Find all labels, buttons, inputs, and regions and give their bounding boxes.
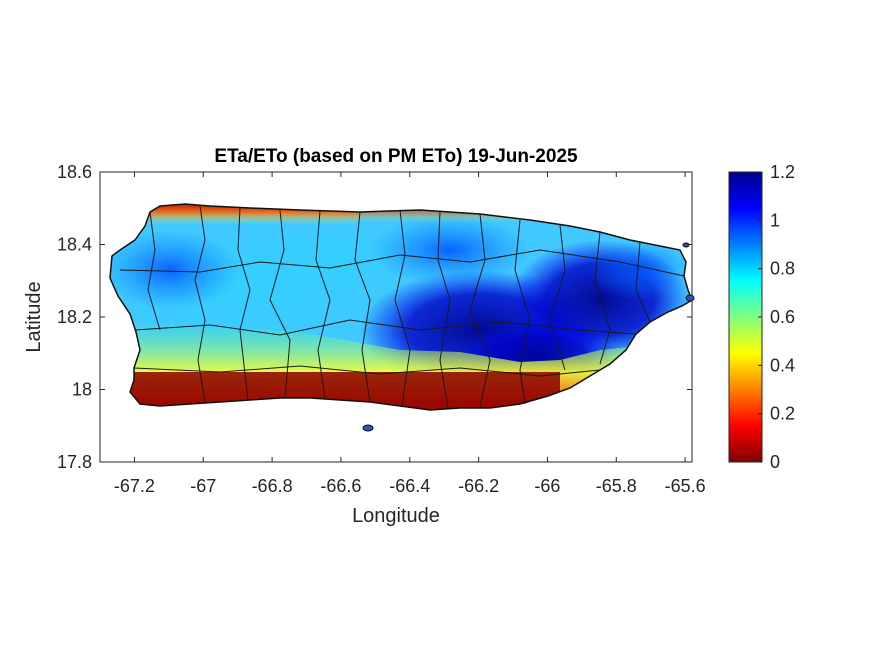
x-tick-label: -66.2 xyxy=(458,476,499,496)
x-tick-label: -66.4 xyxy=(389,476,430,496)
colorbar-tick-label: 1.2 xyxy=(770,162,795,182)
colorbar-tick-label: 0.8 xyxy=(770,259,795,279)
colorbar-tick-label: 0.4 xyxy=(770,355,795,375)
y-axis: 17.8 18 18.2 18.4 18.6 xyxy=(57,162,692,472)
x-axis-label: Longitude xyxy=(352,505,440,527)
colorbar-tick-label: 1 xyxy=(770,210,780,230)
x-tick-label: -67 xyxy=(190,476,216,496)
colorbar-ticks: 0 0.2 0.4 0.6 0.8 1 1.2 xyxy=(758,162,795,472)
y-tick-label: 18.4 xyxy=(57,235,92,255)
eta-eto-map xyxy=(110,204,692,410)
chart-title: ETa/ETo (based on PM ETo) 19-Jun-2025 xyxy=(214,146,578,167)
x-tick-label: -67.2 xyxy=(114,476,155,496)
y-axis-label: Latitude xyxy=(23,281,45,352)
colorbar xyxy=(728,171,763,463)
x-tick-label: -65.6 xyxy=(665,476,706,496)
municipality-boundaries xyxy=(119,205,685,409)
y-tick-label: 18.6 xyxy=(57,162,92,182)
y-tick-label: 18 xyxy=(72,380,92,400)
x-tick-label: -66 xyxy=(534,476,560,496)
x-tick-label: -66.6 xyxy=(320,476,361,496)
y-tick-label: 18.2 xyxy=(57,307,92,327)
y-tick-label: 17.8 xyxy=(57,452,92,472)
x-tick-label: -65.8 xyxy=(596,476,637,496)
colorbar-tick-label: 0.2 xyxy=(770,404,795,424)
colorbar-tick-label: 0 xyxy=(770,452,780,472)
colorbar-tick-label: 0.6 xyxy=(770,307,795,327)
x-tick-label: -66.8 xyxy=(252,476,293,496)
x-axis: -67.2 -67 -66.8 -66.6 -66.4 -66.2 -66 -65.8 -65.… xyxy=(114,172,706,496)
